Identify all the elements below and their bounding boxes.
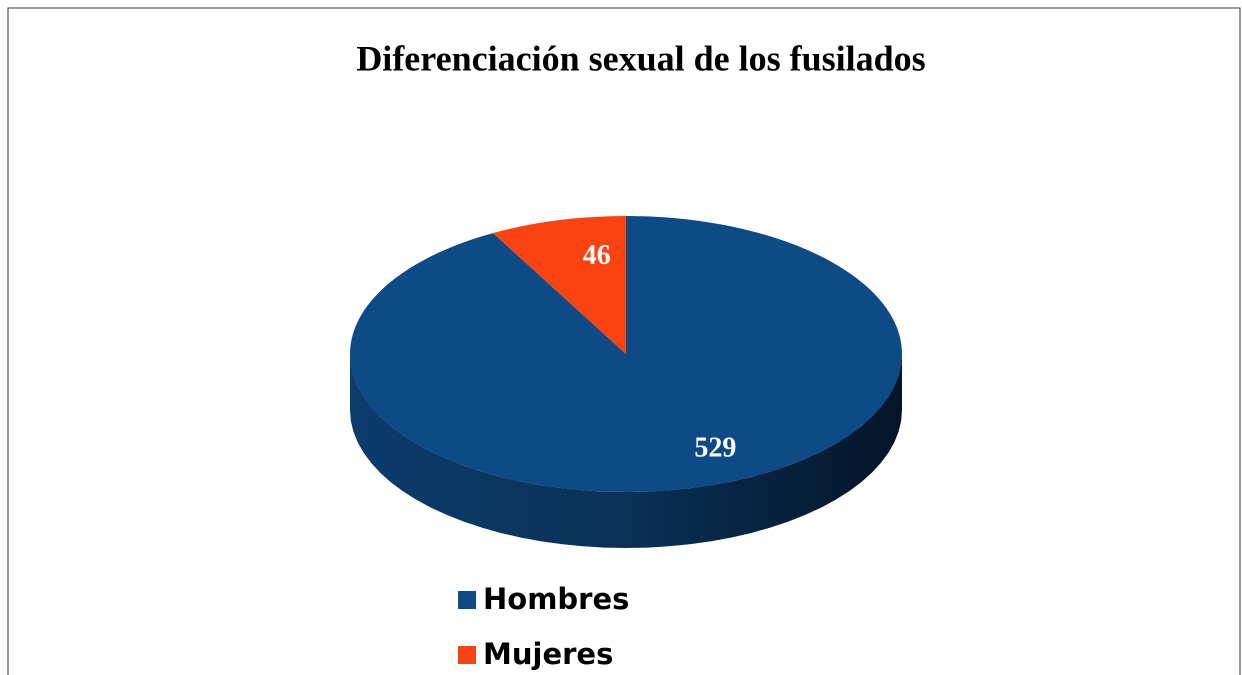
legend-swatch: [458, 591, 476, 609]
legend-swatch: [458, 646, 476, 664]
chart-title: Diferenciación sexual de los fusilados: [356, 38, 925, 78]
data-label: 529: [694, 433, 736, 464]
slice: [493, 216, 626, 354]
legend-label: Mujeres: [483, 637, 613, 671]
slice-side: [350, 354, 902, 548]
legend-label: Hombres: [483, 582, 629, 616]
data-label: 46: [583, 240, 611, 271]
